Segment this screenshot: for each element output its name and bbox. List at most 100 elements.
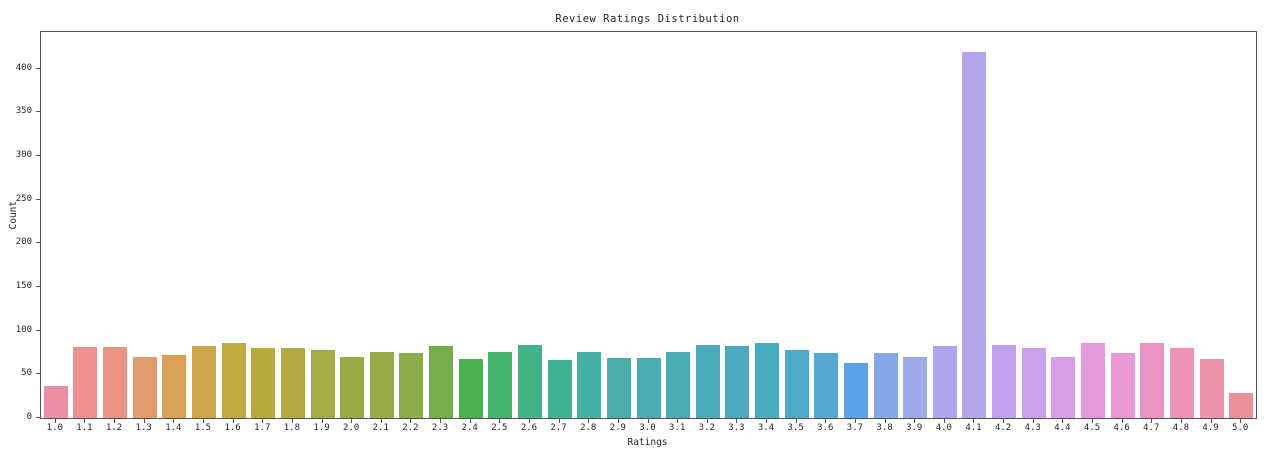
x-tick-label: 1.1 bbox=[76, 423, 93, 433]
bar-2.5 bbox=[488, 351, 513, 418]
y-tick-mark bbox=[36, 155, 40, 156]
bar-4.4 bbox=[1051, 356, 1076, 418]
x-tick-mark bbox=[469, 419, 471, 423]
bar-3.1 bbox=[666, 351, 691, 418]
bar-3.3 bbox=[725, 346, 750, 418]
bar-4.7 bbox=[1140, 342, 1165, 418]
x-tick-label: 2.5 bbox=[491, 423, 508, 433]
y-tick-label: 100 bbox=[15, 324, 32, 335]
x-tick-label: 1.8 bbox=[283, 423, 300, 433]
x-tick-label: 1.6 bbox=[224, 423, 241, 433]
bar-2.3 bbox=[429, 346, 454, 418]
bar-2.1 bbox=[369, 351, 394, 418]
x-tick-mark bbox=[1003, 419, 1005, 423]
y-tick-mark bbox=[36, 111, 40, 113]
x-tick-mark bbox=[1092, 419, 1093, 423]
x-tick-mark bbox=[1210, 419, 1212, 423]
y-tick-label: 200 bbox=[15, 237, 32, 248]
x-tick-label: 4.6 bbox=[1113, 423, 1130, 433]
x-tick-label: 3.7 bbox=[846, 423, 864, 433]
bar-3.9 bbox=[903, 356, 928, 418]
x-tick-mark bbox=[380, 419, 382, 423]
bar-4.5 bbox=[1081, 342, 1105, 418]
x-tick-label: 3.2 bbox=[698, 423, 715, 433]
bar-2.7 bbox=[547, 359, 572, 418]
y-tick-label: 350 bbox=[15, 106, 32, 117]
x-tick-label: 3.8 bbox=[876, 423, 893, 433]
bar-1.6 bbox=[221, 342, 246, 418]
bar-3.2 bbox=[695, 344, 720, 418]
x-tick-mark bbox=[54, 419, 56, 423]
x-tick-mark bbox=[795, 419, 797, 423]
x-tick-mark bbox=[262, 419, 264, 423]
x-tick-mark bbox=[1121, 419, 1123, 423]
bar-1.1 bbox=[73, 347, 98, 418]
x-tick-label: 2.2 bbox=[402, 423, 419, 433]
bar-4.8 bbox=[1169, 348, 1194, 418]
x-tick-mark bbox=[588, 419, 590, 423]
x-tick-label: 3.9 bbox=[906, 423, 923, 433]
x-tick-label: 4.2 bbox=[994, 423, 1012, 433]
x-tick-mark bbox=[825, 419, 827, 423]
bar-2.0 bbox=[340, 356, 365, 418]
x-tick-mark bbox=[558, 419, 560, 423]
x-tick-mark bbox=[943, 419, 945, 423]
x-tick-mark bbox=[1151, 419, 1153, 423]
y-tick-mark bbox=[36, 373, 40, 375]
x-tick-label: 4.4 bbox=[1054, 423, 1071, 433]
x-tick-mark bbox=[143, 419, 145, 423]
x-tick-label: 3.3 bbox=[728, 423, 745, 433]
x-tick-label: 5.0 bbox=[1232, 423, 1249, 433]
bar-2.4 bbox=[458, 358, 483, 418]
bar-3.8 bbox=[873, 352, 898, 418]
x-tick-label: 3.6 bbox=[817, 423, 834, 433]
y-tick-mark bbox=[36, 329, 40, 331]
bar-4.2 bbox=[992, 344, 1017, 418]
bar-3.4 bbox=[755, 342, 780, 418]
x-tick-label: 4.7 bbox=[1143, 423, 1160, 433]
bar-3.6 bbox=[814, 353, 839, 418]
y-tick-label: 150 bbox=[15, 281, 32, 291]
x-tick-label: 1.0 bbox=[46, 423, 63, 433]
bar-3.5 bbox=[784, 349, 809, 418]
x-tick-mark bbox=[706, 419, 708, 423]
bar-2.2 bbox=[399, 353, 424, 418]
x-tick-label: 4.3 bbox=[1024, 423, 1041, 433]
bar-4.0 bbox=[932, 345, 957, 418]
x-tick-mark bbox=[914, 419, 916, 423]
x-tick-label: 2.6 bbox=[520, 423, 538, 433]
x-tick-mark bbox=[528, 419, 530, 423]
x-tick-label: 1.5 bbox=[194, 423, 212, 433]
y-tick-mark bbox=[36, 198, 40, 200]
bar-3.0 bbox=[636, 357, 661, 418]
x-tick-label: 1.3 bbox=[135, 423, 152, 433]
x-tick-mark bbox=[410, 419, 412, 423]
x-tick-label: 2.4 bbox=[461, 423, 478, 433]
bar-5.0 bbox=[1229, 392, 1254, 418]
x-tick-mark bbox=[1062, 419, 1064, 423]
x-tick-mark bbox=[736, 419, 738, 423]
x-tick-label: 2.9 bbox=[609, 423, 626, 433]
plot-area bbox=[40, 31, 1257, 419]
y-tick-label: 0 bbox=[26, 412, 32, 422]
y-tick-mark bbox=[36, 67, 40, 69]
x-tick-label: 1.2 bbox=[105, 423, 123, 433]
bar-2.6 bbox=[517, 344, 542, 418]
y-tick-label: 50 bbox=[21, 368, 32, 379]
x-tick-label: 4.9 bbox=[1202, 423, 1219, 433]
x-tick-label: 2.1 bbox=[372, 423, 389, 433]
bar-4.9 bbox=[1199, 358, 1224, 418]
x-tick-mark bbox=[321, 419, 323, 423]
x-tick-mark bbox=[766, 419, 768, 423]
y-tick-label: 250 bbox=[15, 193, 32, 204]
x-tick-label: 4.8 bbox=[1172, 423, 1190, 433]
x-tick-mark bbox=[84, 419, 86, 423]
x-tick-mark bbox=[1240, 419, 1242, 423]
x-tick-mark bbox=[232, 419, 234, 423]
y-tick-label: 300 bbox=[15, 150, 32, 160]
y-tick-label: 400 bbox=[15, 62, 32, 73]
x-tick-label: 2.8 bbox=[580, 423, 597, 433]
x-tick-label: 2.3 bbox=[431, 423, 449, 433]
bar-1.7 bbox=[251, 348, 276, 418]
